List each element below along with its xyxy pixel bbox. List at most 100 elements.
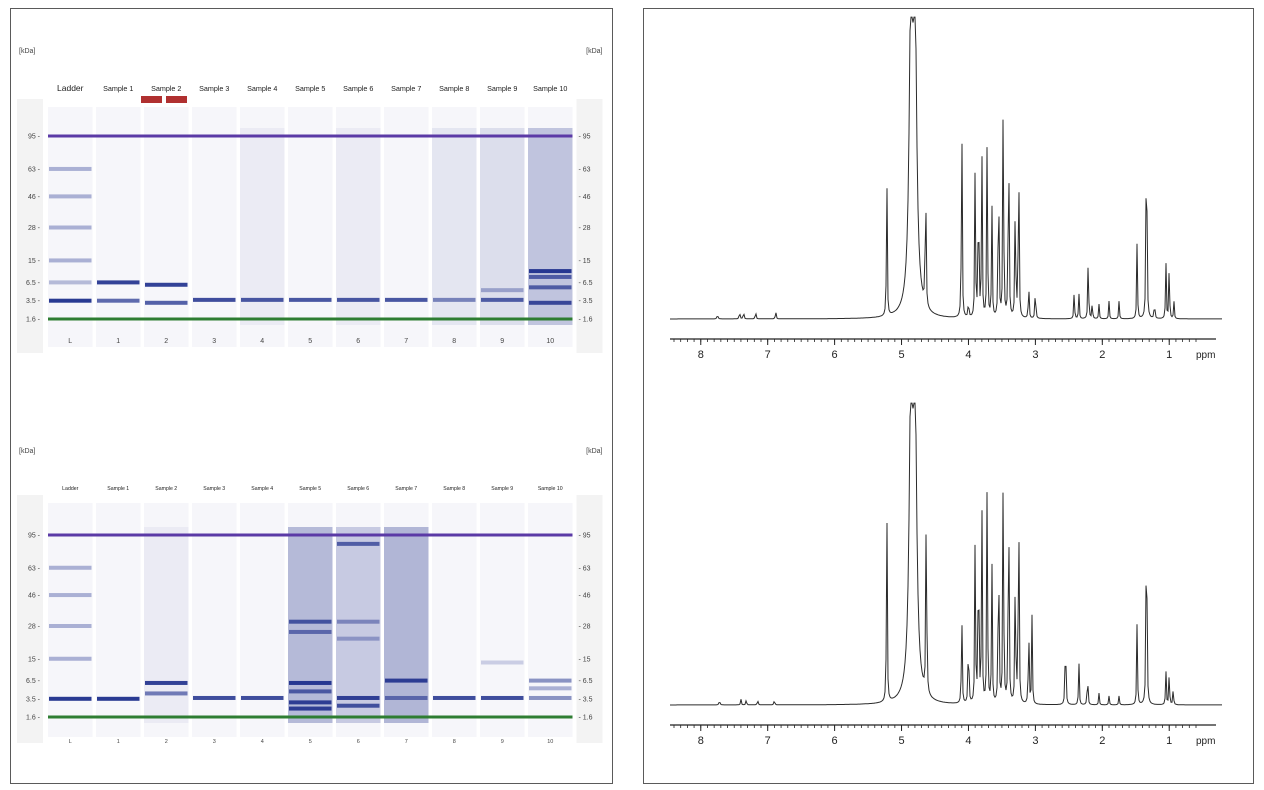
gel-band: [49, 280, 92, 285]
gel-band: [529, 300, 572, 305]
gel-size-marker-left: 28 -: [28, 624, 41, 631]
gel-size-marker-left: 63 -: [28, 166, 41, 173]
gel-lane-header: Sample 10: [538, 486, 563, 492]
gel-band: [289, 706, 332, 711]
gel-lane-number: 7: [405, 739, 408, 745]
nmr-tick-label: 8: [698, 349, 704, 361]
gel-band: [529, 285, 572, 290]
gel-band: [49, 565, 92, 570]
gel-unit-label-left: [kDa]: [19, 48, 35, 55]
gel-size-marker-right: - 15: [579, 656, 591, 663]
gel-band: [49, 696, 92, 701]
gel-size-marker-left: 28 -: [28, 225, 41, 232]
gel-band: [433, 297, 476, 302]
gel-lane-header: Sample 9: [487, 84, 517, 93]
gel-lane-bg: [384, 107, 429, 347]
gel-lane-header: Sample 9: [491, 486, 513, 492]
nmr-tick-label: 8: [698, 735, 704, 747]
gel-band: [145, 691, 188, 696]
gel-lane-number: 8: [453, 739, 456, 745]
gel-band: [49, 298, 92, 303]
gel-unit-label-right: [kDa]: [586, 448, 602, 455]
gel-lane-bg: [96, 107, 141, 347]
gel-left-axis-bg: [17, 99, 43, 353]
gel-lane-number: 7: [404, 338, 408, 345]
gel-warning-flag: [141, 96, 162, 103]
gel-lane-bg: [480, 503, 525, 737]
gel-smear: [240, 128, 285, 325]
gel-lane: Sample 2 2: [144, 486, 189, 745]
nmr-axis: 8 7 6 5 4 3 2 1 ppm: [670, 338, 1216, 361]
nmr-figure-panel: 8 7 6 5 4 3 2 1 ppm 8 7 6 5 4 3 2 1 ppm: [643, 8, 1254, 784]
gel-size-marker-right: - 46: [579, 593, 591, 600]
nmr-trace: [670, 16, 1222, 320]
gel-lane-bg: [48, 503, 93, 737]
gel-size-marker-right: - 28: [579, 624, 591, 631]
gel-size-marker-left: 6.5 -: [26, 678, 41, 685]
gel-lane-header: Sample 4: [247, 84, 277, 93]
gel-band: [145, 680, 188, 685]
gel-lane-bg: [144, 503, 189, 737]
gel-lane-number: 10: [546, 338, 554, 345]
gel-smear: [480, 128, 525, 325]
gel-size-marker-left: 3.5 -: [26, 298, 41, 305]
gel-smear: [384, 527, 429, 723]
gel-lane: Sample 9 9: [480, 84, 525, 347]
gel-lane: Sample 1 1: [96, 486, 141, 745]
gel-size-marker-right: - 28: [579, 225, 591, 232]
gel-band: [385, 695, 428, 700]
nmr-spectrum-1: 8 7 6 5 4 3 2 1 ppm: [670, 16, 1222, 361]
gel-size-marker-right: - 3.5: [579, 298, 593, 305]
nmr-tick-label: 1: [1166, 735, 1172, 747]
gel-lane: Ladder L: [48, 83, 93, 347]
gel-right-axis-bg: [576, 495, 603, 743]
gel-lane-number: 5: [309, 739, 312, 745]
gel-band: [97, 280, 140, 285]
gel-lane-number: 3: [213, 739, 216, 745]
gel-unit-label-left: [kDa]: [19, 448, 35, 455]
gel-lane-number: 3: [212, 338, 216, 345]
gel-size-marker-left: 1.6 -: [26, 317, 41, 324]
gel-size-marker-right: - 1.6: [579, 317, 593, 324]
gel-band: [49, 258, 92, 263]
nmr-axis-unit: ppm: [1196, 350, 1215, 361]
gel-lane: Sample 8 8: [432, 486, 477, 745]
gel-band: [385, 678, 428, 683]
gel-lane-header: Sample 5: [299, 486, 321, 492]
gel-lane-number: 1: [117, 739, 120, 745]
nmr-tick-label: 3: [1032, 349, 1038, 361]
gel-size-marker-left: 1.6 -: [26, 715, 41, 722]
nmr-tick-label: 4: [965, 735, 971, 747]
gel-size-marker-left: 46 -: [28, 593, 41, 600]
gel-lane-bg: [48, 107, 93, 347]
gel-band: [529, 274, 572, 279]
gel-lane-bg: [528, 503, 573, 737]
gel-band: [193, 297, 236, 302]
gel-lower-marker: [48, 715, 573, 719]
gel-size-marker-right: - 15: [579, 258, 591, 265]
gel-figure-panel: [kDa] [kDa] Ladder L Sample 1 1 Sample 2 2 Sampl…: [10, 8, 613, 784]
gel-lane-bg: [96, 503, 141, 737]
gel-lane: Sample 10 10: [528, 486, 573, 745]
nmr-tick-label: 4: [965, 349, 971, 361]
gel-lane-bg: [192, 503, 237, 737]
gel-size-marker-left: 6.5 -: [26, 280, 41, 287]
gel-band: [289, 680, 332, 685]
gel-lane-header: Sample 8: [439, 84, 469, 93]
gel-lane-number: 2: [165, 739, 168, 745]
nmr-axis-unit: ppm: [1196, 736, 1215, 747]
gel-band: [289, 700, 332, 705]
gel-lane-number: 9: [501, 739, 504, 745]
gel-lane-number: 10: [547, 739, 553, 745]
gel-band: [337, 297, 380, 302]
gel-size-marker-right: - 63: [579, 565, 591, 572]
nmr-tick-label: 7: [765, 735, 771, 747]
gel-lane: Sample 8 8: [432, 84, 477, 347]
gel-lane-number: 1: [116, 338, 120, 345]
nmr-tick-label: 1: [1166, 349, 1172, 361]
gel-band: [481, 695, 524, 700]
gel-lane: Sample 9 9: [480, 486, 525, 745]
nmr-tick-label: 5: [898, 735, 904, 747]
gel-lane-header: Sample 7: [395, 486, 417, 492]
